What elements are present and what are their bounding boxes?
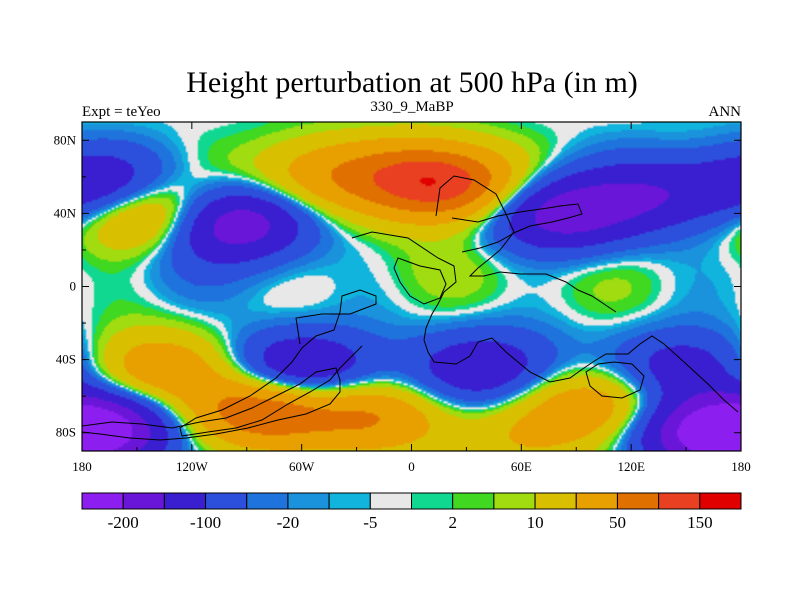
colorbar-box	[699, 492, 742, 510]
colorbar-box	[122, 492, 165, 510]
continent-outline-asia-interior	[451, 203, 583, 253]
colorbar-label: 2	[448, 513, 457, 532]
plot-area	[81, 121, 742, 452]
x-tick-label: 60E	[511, 459, 532, 474]
y-axis: 80N 40N 0 40S 80S	[54, 132, 741, 440]
colorbar-box	[452, 492, 495, 510]
colorbar-box	[205, 492, 248, 510]
colorbar-box	[369, 492, 412, 510]
colorbar-box	[411, 492, 454, 510]
continent-outline-antarctica	[81, 367, 341, 441]
colorbar-label: -200	[108, 513, 139, 532]
continent-outline-africa-south	[393, 257, 447, 305]
chart-title: Height perturbation at 500 hPa (in m)	[186, 66, 638, 99]
y-tick-label: 80S	[56, 425, 76, 440]
y-tick-label: 40S	[56, 352, 76, 367]
colorbar-box	[328, 492, 371, 510]
continent-outline-australia	[585, 361, 645, 399]
colorbar-label: -5	[363, 513, 377, 532]
colorbar-label: 150	[687, 513, 713, 532]
experiment-label: Expt = teYeo	[82, 104, 161, 120]
x-tick-label: 120E	[617, 459, 645, 474]
x-tick-label: 60W	[289, 459, 315, 474]
colorbar-box	[534, 492, 577, 510]
colorbar-box	[287, 492, 330, 510]
continent-outlines	[81, 175, 739, 441]
colorbar-box	[246, 492, 289, 510]
colorbar-label: 50	[609, 513, 626, 532]
colorbar-label: -20	[277, 513, 300, 532]
y-tick-label: 0	[70, 279, 77, 294]
colorbar-label: -100	[190, 513, 221, 532]
x-tick-label: 0	[408, 459, 415, 474]
x-tick-label: 180	[72, 459, 92, 474]
run-label: 330_9_MaBP	[370, 99, 453, 115]
colorbar-box	[575, 492, 618, 510]
x-tick-label: 120W	[176, 459, 209, 474]
colorbar-labels: -200 -100 -20 -5 2 10 50 150	[108, 513, 713, 532]
continent-outline-south-america	[179, 289, 377, 437]
colorbar-box	[493, 492, 536, 510]
colorbar-box	[616, 492, 660, 510]
continent-outline-eurasia	[435, 175, 617, 313]
colorbar-boxes	[81, 492, 742, 510]
colorbar-label: 10	[527, 513, 544, 532]
colorbar: -200 -100 -20 -5 2 10 50 150	[81, 492, 742, 532]
x-tick-label: 180	[731, 459, 751, 474]
colorbar-box	[81, 492, 124, 510]
season-label: ANN	[709, 104, 742, 120]
y-tick-label: 80N	[54, 132, 77, 147]
continent-outline-north-america-africa	[351, 231, 739, 413]
height-perturbation-field	[82, 122, 741, 451]
y-tick-label: 40N	[54, 205, 77, 220]
colorbar-box	[163, 492, 207, 510]
colorbar-box	[658, 492, 701, 510]
x-axis: 180 120W 60W 0 60E 120E 180	[72, 122, 751, 474]
